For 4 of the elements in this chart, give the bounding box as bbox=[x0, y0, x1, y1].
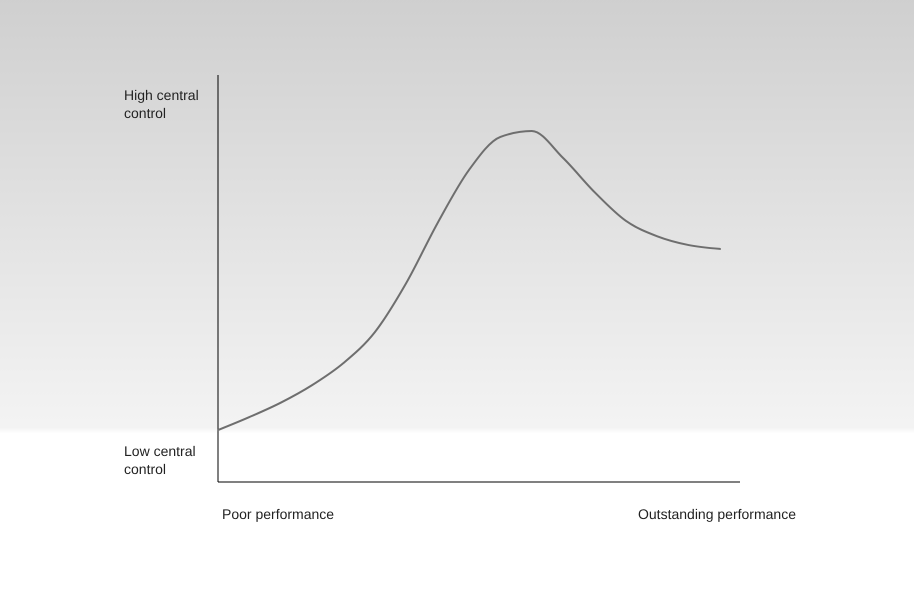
text: Low central control bbox=[124, 443, 196, 477]
text: Outstanding performance bbox=[638, 506, 796, 522]
text: Poor performance bbox=[222, 506, 334, 522]
text: High central control bbox=[124, 87, 199, 121]
